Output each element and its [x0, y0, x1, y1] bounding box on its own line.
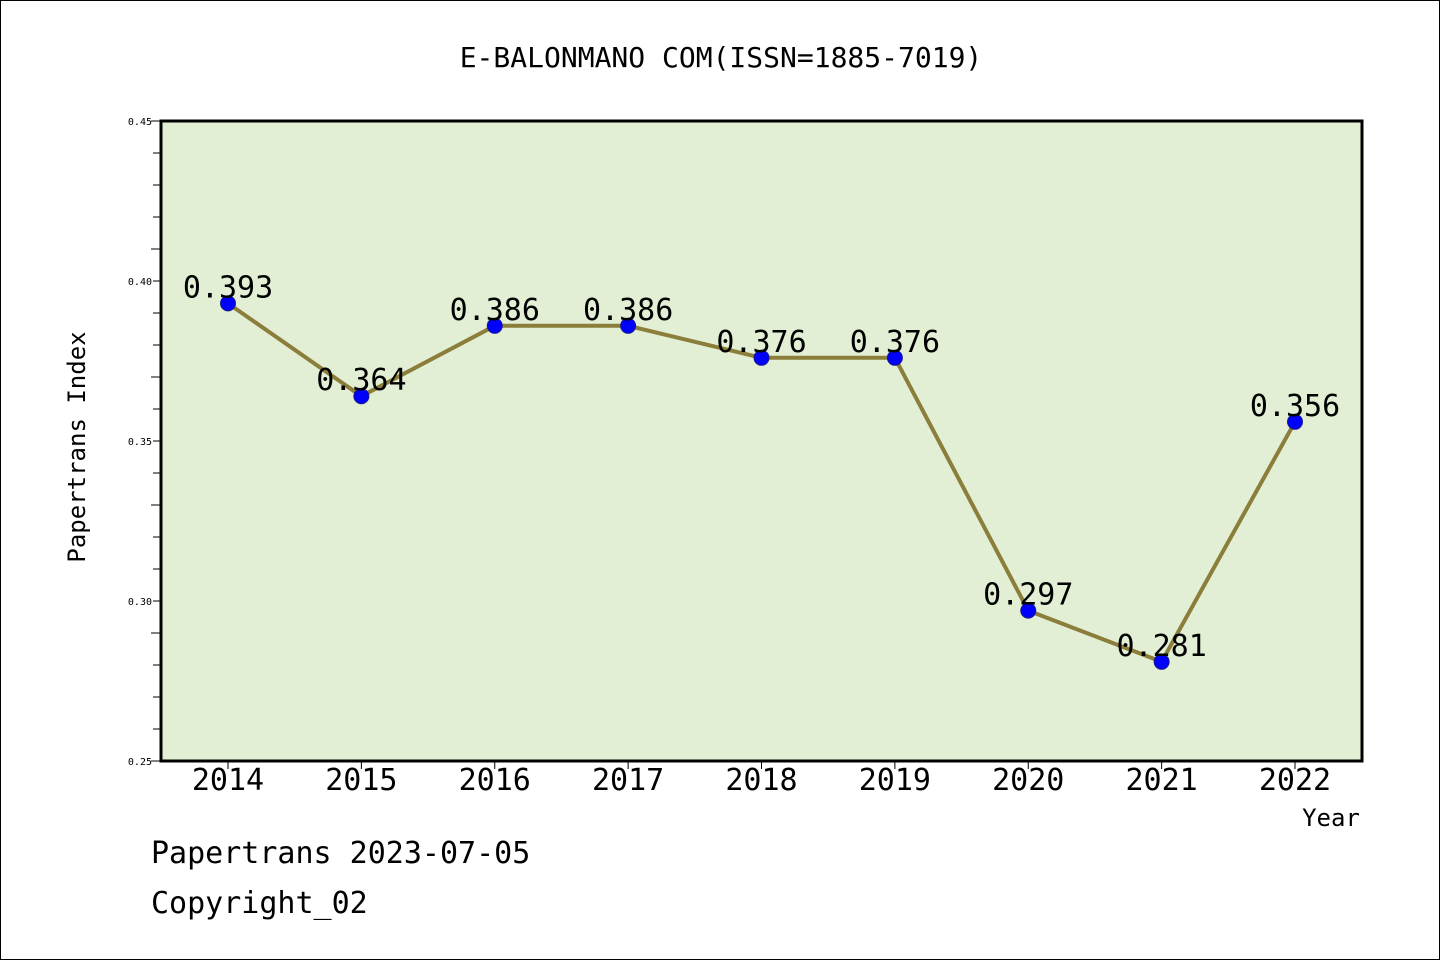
x-tick-label: 2014	[192, 763, 264, 798]
data-point	[1020, 602, 1037, 619]
data-point	[1153, 653, 1170, 670]
plot-area	[161, 121, 1362, 761]
data-label: 0.376	[716, 325, 806, 360]
x-tick-label: 2019	[859, 763, 931, 798]
data-label: 0.386	[450, 293, 540, 328]
data-label: 0.281	[1116, 629, 1206, 664]
y-tick-label: 0.35	[128, 437, 152, 448]
x-tick-label: 2017	[592, 763, 664, 798]
x-tick-label: 2021	[1126, 763, 1198, 798]
data-label: 0.297	[983, 578, 1073, 613]
footer-copyright: Copyright_02	[151, 886, 368, 921]
y-tick-label: 0.40	[128, 277, 152, 288]
data-label: 0.364	[316, 363, 406, 398]
data-label: 0.386	[583, 293, 673, 328]
data-label: 0.376	[850, 325, 940, 360]
data-point	[886, 349, 903, 366]
data-point	[353, 388, 370, 405]
x-tick-label: 2015	[325, 763, 397, 798]
x-axis-label: Year	[1302, 804, 1360, 832]
y-tick-label: 0.30	[128, 597, 152, 608]
data-point	[220, 295, 236, 312]
data-label: 0.356	[1250, 389, 1340, 424]
chart-title: E-BALONMANO COM(ISSN=1885-7019)	[460, 41, 983, 74]
data-point	[753, 349, 770, 366]
plot-border	[159, 119, 1364, 763]
y-tick-label: 0.25	[128, 757, 152, 768]
footer-date: Papertrans 2023-07-05	[151, 836, 531, 871]
data-point	[1287, 413, 1303, 430]
x-tick-label: 2022	[1259, 763, 1331, 798]
y-tick-label: 0.45	[128, 117, 152, 128]
data-point	[620, 317, 637, 334]
x-tick-label: 2016	[459, 763, 531, 798]
y-axis-label: Papertrans Index	[63, 331, 91, 562]
data-point	[486, 317, 503, 334]
x-tick-label: 2018	[725, 763, 797, 798]
x-tick-label: 2020	[992, 763, 1064, 798]
data-label: 0.393	[183, 270, 273, 305]
